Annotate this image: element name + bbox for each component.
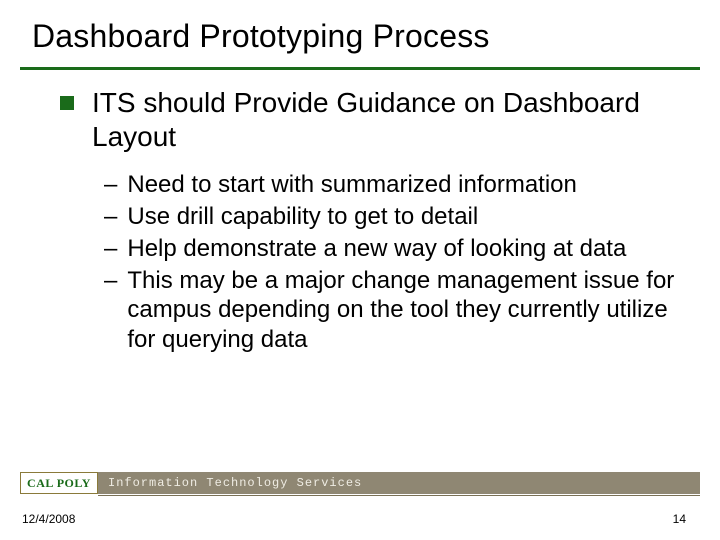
its-band: Information Technology Services (98, 472, 700, 494)
title-area: Dashboard Prototyping Process (0, 0, 720, 63)
list-item: – Need to start with summarized informat… (104, 170, 680, 200)
bullet-level1-text: ITS should Provide Guidance on Dashboard… (92, 86, 680, 154)
logo-box: CAL POLY (20, 472, 98, 494)
dash-icon: – (104, 170, 117, 200)
list-item: – This may be a major change management … (104, 266, 680, 355)
footer-date: 12/4/2008 (22, 512, 75, 526)
its-label: Information Technology Services (108, 476, 362, 490)
list-item: – Use drill capability to get to detail (104, 202, 680, 232)
dash-icon: – (104, 202, 117, 232)
content-area: ITS should Provide Guidance on Dashboard… (0, 70, 720, 355)
list-item: – Help demonstrate a new way of looking … (104, 234, 680, 264)
dash-icon: – (104, 266, 117, 355)
slide-title: Dashboard Prototyping Process (32, 18, 688, 55)
logo-text: CAL POLY (27, 476, 91, 491)
footer-bar: CAL POLY Information Technology Services (20, 472, 700, 494)
slide: Dashboard Prototyping Process ITS should… (0, 0, 720, 540)
page-number: 14 (673, 512, 686, 526)
bullet-level2-text: This may be a major change management is… (127, 266, 680, 355)
square-bullet-icon (60, 96, 74, 110)
bullet-level2-text: Help demonstrate a new way of looking at… (127, 234, 626, 264)
bullet-level2-list: – Need to start with summarized informat… (60, 164, 680, 355)
bullet-level2-text: Need to start with summarized informatio… (127, 170, 577, 200)
bullet-level2-text: Use drill capability to get to detail (127, 202, 478, 232)
bullet-level1: ITS should Provide Guidance on Dashboard… (60, 86, 680, 154)
footer-underline (98, 495, 700, 496)
dash-icon: – (104, 234, 117, 264)
